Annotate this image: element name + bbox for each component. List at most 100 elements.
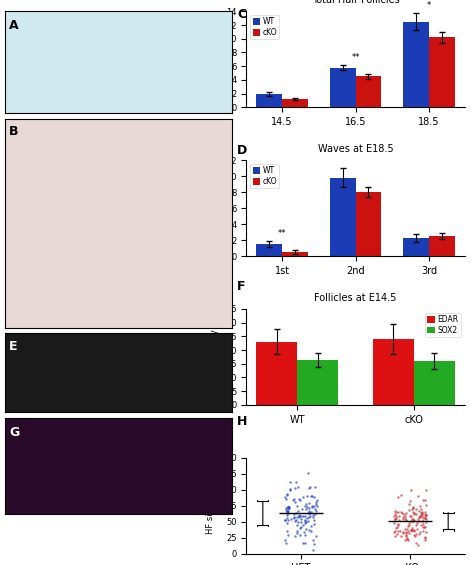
Point bbox=[293, 529, 301, 538]
Point bbox=[289, 496, 297, 505]
Text: H: H bbox=[237, 415, 247, 428]
Point bbox=[305, 503, 313, 512]
Text: E: E bbox=[9, 340, 18, 353]
Point bbox=[300, 527, 308, 536]
Point bbox=[310, 493, 318, 502]
Point bbox=[306, 483, 314, 492]
Point bbox=[422, 517, 429, 526]
Point bbox=[311, 483, 319, 492]
Point bbox=[299, 520, 306, 529]
Point bbox=[409, 514, 417, 523]
Point bbox=[297, 514, 305, 523]
Point bbox=[309, 535, 317, 544]
Point bbox=[404, 521, 412, 530]
Bar bbox=[297, 360, 338, 405]
Point bbox=[421, 523, 428, 532]
Text: **: ** bbox=[278, 229, 286, 238]
Point bbox=[390, 511, 398, 520]
Point bbox=[407, 512, 415, 521]
Point bbox=[292, 498, 299, 507]
Point bbox=[292, 484, 299, 493]
Point bbox=[405, 520, 412, 529]
Point bbox=[402, 515, 410, 524]
Point bbox=[401, 511, 409, 520]
Bar bbox=[282, 99, 308, 107]
Point bbox=[281, 516, 289, 525]
Point bbox=[391, 532, 398, 541]
Bar bbox=[282, 252, 308, 256]
Point bbox=[313, 496, 321, 505]
Point bbox=[403, 525, 410, 534]
Point bbox=[394, 508, 401, 517]
Point bbox=[403, 533, 411, 542]
Point bbox=[405, 526, 412, 535]
Point bbox=[412, 538, 419, 547]
Point bbox=[392, 524, 400, 533]
Point bbox=[394, 493, 402, 502]
Point bbox=[283, 511, 291, 520]
Point bbox=[421, 533, 428, 542]
Point bbox=[307, 511, 314, 520]
Point bbox=[295, 494, 302, 503]
Point bbox=[293, 512, 301, 521]
Point bbox=[412, 505, 419, 514]
Point bbox=[294, 483, 302, 492]
Point bbox=[307, 507, 314, 516]
Point bbox=[391, 514, 399, 523]
Point bbox=[417, 527, 424, 536]
Point bbox=[301, 531, 309, 540]
Point bbox=[310, 511, 317, 520]
Point bbox=[292, 531, 299, 540]
Point bbox=[422, 485, 430, 494]
Point bbox=[303, 503, 310, 512]
Point bbox=[419, 516, 426, 525]
Point bbox=[304, 492, 311, 501]
Point bbox=[292, 477, 300, 486]
Point bbox=[392, 526, 399, 535]
Point bbox=[394, 520, 401, 529]
Point bbox=[283, 489, 291, 498]
Point bbox=[297, 511, 305, 520]
Text: F: F bbox=[237, 280, 246, 293]
Point bbox=[305, 525, 312, 534]
Point bbox=[400, 510, 408, 519]
Point bbox=[312, 499, 319, 508]
Point bbox=[410, 515, 418, 524]
Point bbox=[283, 519, 291, 528]
Bar bbox=[256, 342, 297, 405]
Point bbox=[408, 515, 416, 524]
Bar bbox=[403, 238, 429, 256]
Title: Waves at E18.5: Waves at E18.5 bbox=[318, 144, 393, 154]
Point bbox=[293, 520, 301, 529]
Point bbox=[405, 505, 413, 514]
Point bbox=[402, 528, 410, 537]
Legend: EDAR, SOX2: EDAR, SOX2 bbox=[425, 312, 461, 337]
Point bbox=[290, 510, 298, 519]
Point bbox=[299, 511, 307, 520]
Legend: WT, cKO: WT, cKO bbox=[250, 15, 280, 39]
Point bbox=[421, 514, 429, 523]
Point bbox=[401, 513, 409, 522]
Point bbox=[408, 525, 416, 534]
Point bbox=[296, 496, 303, 505]
Point bbox=[399, 528, 406, 537]
Point bbox=[418, 511, 426, 520]
Point bbox=[410, 509, 418, 518]
Point bbox=[286, 484, 294, 493]
Point bbox=[301, 515, 309, 524]
Point bbox=[414, 518, 421, 527]
Point bbox=[406, 512, 413, 521]
Point bbox=[415, 506, 423, 515]
Point bbox=[285, 502, 292, 511]
Point bbox=[419, 520, 427, 529]
Point bbox=[402, 508, 410, 517]
Point bbox=[422, 511, 430, 520]
Point bbox=[305, 508, 313, 518]
Point bbox=[296, 524, 304, 533]
Point bbox=[421, 512, 428, 521]
Point bbox=[308, 521, 315, 530]
Point bbox=[399, 514, 407, 523]
Point bbox=[302, 524, 310, 533]
Point bbox=[283, 506, 290, 515]
Point bbox=[309, 512, 317, 521]
